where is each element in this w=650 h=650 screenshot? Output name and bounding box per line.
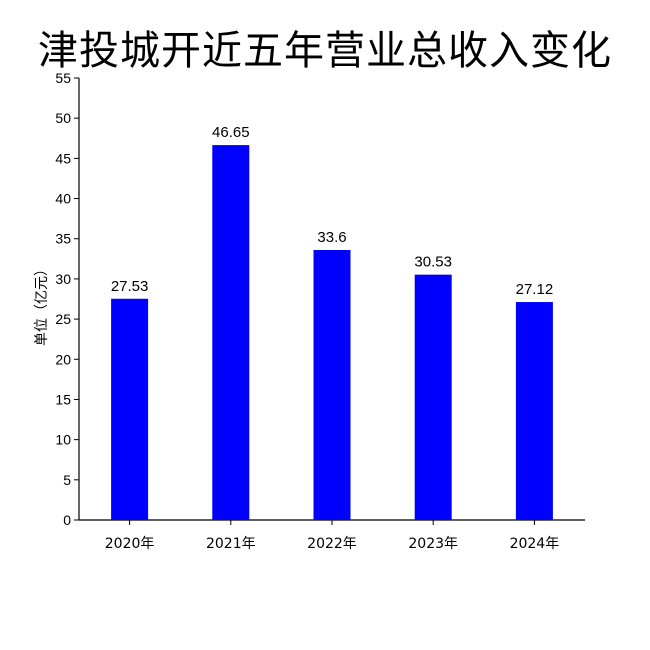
data-label: 27.53	[111, 278, 149, 295]
y-tick-label: 45	[55, 150, 71, 166]
x-tick-label: 2024年	[510, 536, 560, 552]
y-tick-label: 25	[55, 311, 71, 327]
y-tick-label: 50	[55, 110, 71, 126]
x-tick-label: 2022年	[307, 536, 357, 552]
bar	[212, 145, 250, 520]
data-label: 33.6	[317, 229, 346, 246]
bar	[313, 249, 351, 520]
y-tick-label: 35	[55, 231, 71, 247]
y-tick-label: 55	[55, 70, 71, 86]
chart-title: 津投城开近五年营业总收入变化	[38, 28, 612, 74]
y-tick-label: 30	[55, 271, 71, 287]
y-tick-label: 5	[63, 472, 71, 488]
y-tick-label: 20	[55, 351, 71, 367]
data-label: 46.65	[212, 124, 250, 141]
bar	[515, 302, 553, 520]
y-axis-label: 单位（亿元）	[34, 262, 50, 346]
bar	[414, 274, 452, 520]
x-tick-label: 2023年	[408, 536, 458, 552]
data-label: 27.12	[516, 281, 554, 298]
y-tick-label: 10	[55, 432, 71, 448]
data-label: 30.53	[414, 254, 452, 271]
y-tick-label: 40	[55, 191, 71, 207]
x-tick-label: 2021年	[206, 536, 256, 552]
y-tick-label: 0	[63, 512, 71, 528]
y-tick-label: 15	[55, 391, 71, 407]
bar	[111, 298, 149, 520]
x-tick-label: 2020年	[105, 536, 155, 552]
